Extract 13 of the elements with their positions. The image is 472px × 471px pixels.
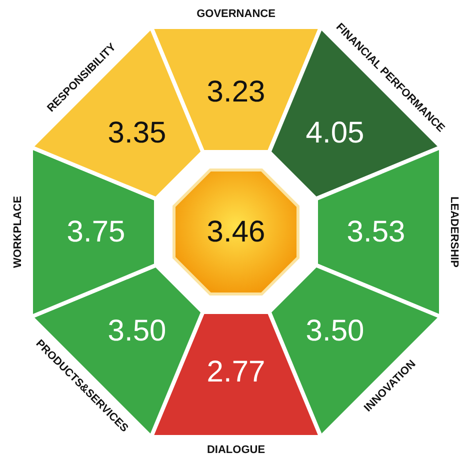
- data-label: 3.50: [306, 314, 364, 348]
- text: 3.46: [206, 216, 266, 248]
- data-label: 3.75: [66, 216, 126, 248]
- data-label: 4.05: [306, 116, 364, 150]
- data-label: 3.23: [206, 76, 266, 108]
- data-label: 2.77: [206, 356, 266, 388]
- category-label: DIALOGUE: [206, 444, 266, 456]
- data-label: 3.35: [108, 116, 166, 150]
- category-label: WORKPLACE: [12, 196, 24, 268]
- category-label: LEADERSHIP: [448, 196, 460, 268]
- category-label: GOVERNANCE: [196, 8, 276, 20]
- data-label: 3.53: [346, 216, 406, 248]
- data-label: 3.50: [108, 314, 166, 348]
